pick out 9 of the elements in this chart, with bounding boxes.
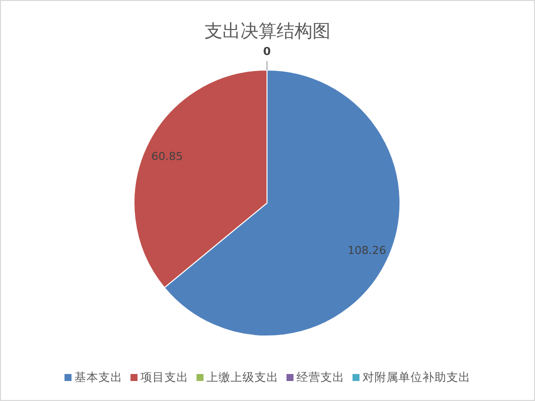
legend-label: 对附属单位补助支出 (362, 370, 470, 384)
legend-label: 上缴上级支出 (206, 370, 278, 384)
data-label: 0 (263, 45, 271, 58)
legend-label: 项目支出 (140, 370, 188, 384)
chart-title: 支出决算结构图 (204, 21, 330, 42)
data-label: 108.26 (348, 244, 386, 258)
data-label: 60.85 (151, 150, 183, 163)
legend-label: 基本支出 (74, 370, 122, 384)
legend-label: 经营支出 (296, 370, 344, 384)
